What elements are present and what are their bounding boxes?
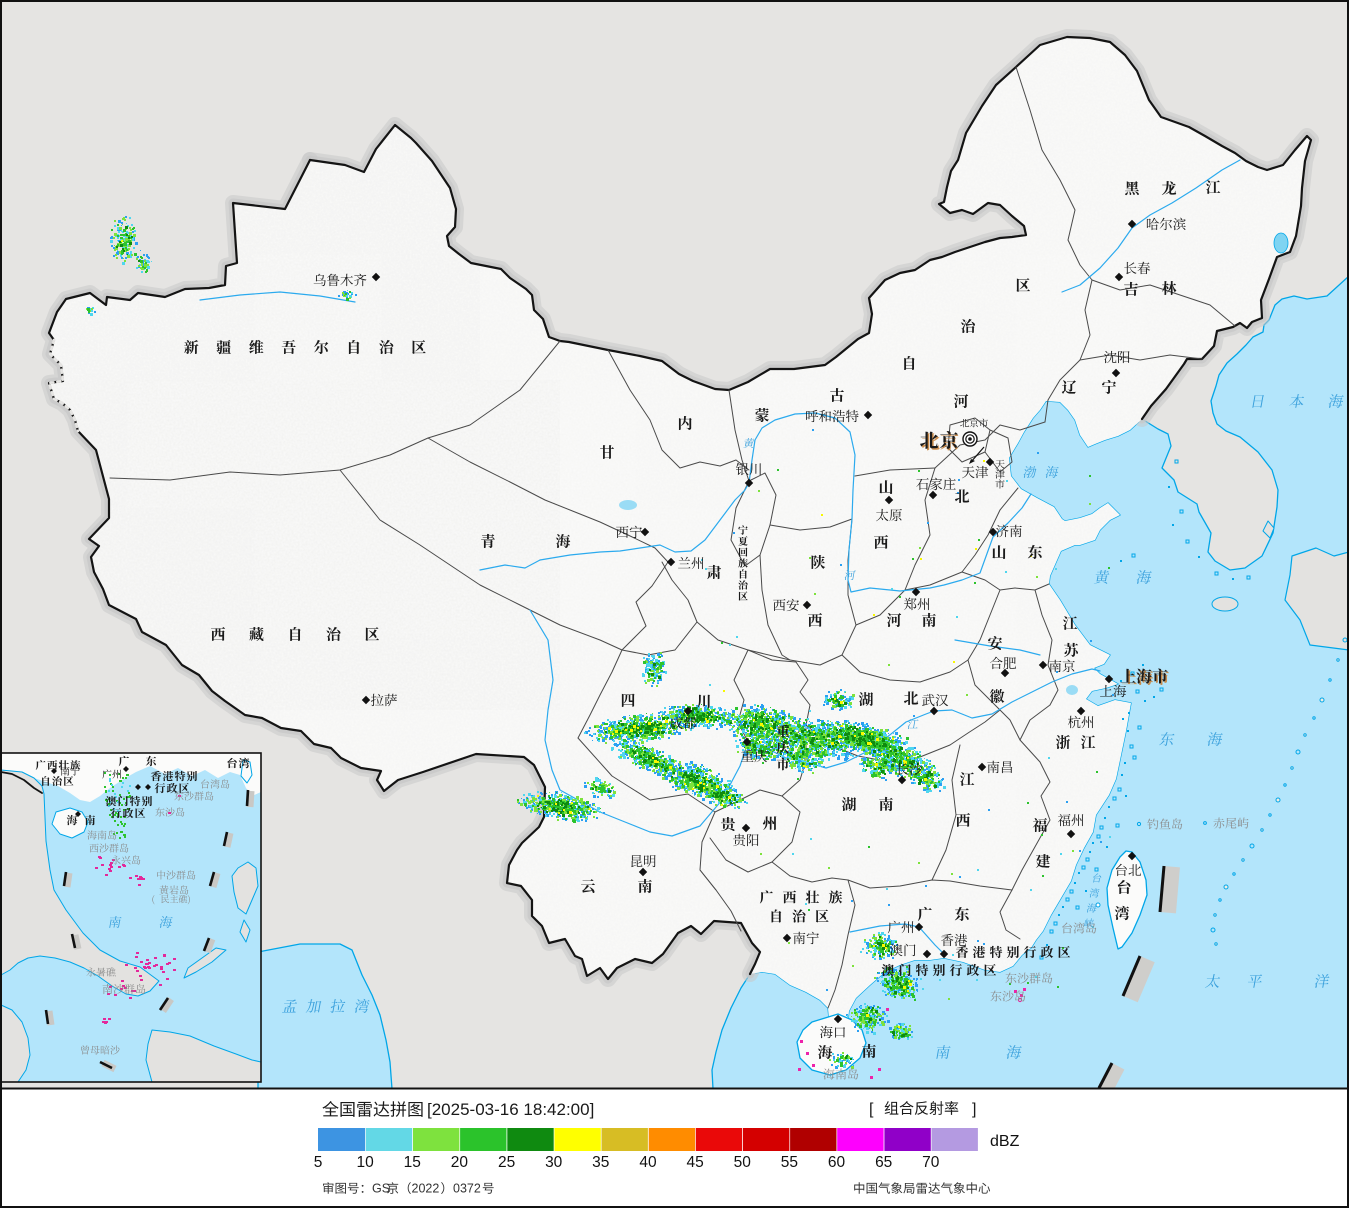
svg-text:45: 45 (686, 1154, 703, 1171)
svg-text:40: 40 (639, 1154, 657, 1171)
svg-text:2022: 2022 (412, 1182, 440, 1196)
svg-text:20: 20 (451, 1154, 469, 1171)
svg-text:35: 35 (592, 1154, 609, 1171)
svg-text:60: 60 (828, 1154, 846, 1171)
svg-text:dBZ: dBZ (990, 1133, 1020, 1150)
svg-text:[: [ (869, 1101, 874, 1118)
svg-text:55: 55 (781, 1154, 798, 1171)
svg-text:[2025-03-16 18:42:00]: [2025-03-16 18:42:00] (427, 1100, 594, 1119)
svg-text:30: 30 (545, 1154, 563, 1171)
svg-text:50: 50 (734, 1154, 752, 1171)
svg-text:70: 70 (922, 1154, 940, 1171)
svg-text:]: ] (972, 1101, 976, 1118)
svg-text:65: 65 (875, 1154, 892, 1171)
svg-text:0372: 0372 (453, 1182, 481, 1196)
svg-text:5: 5 (314, 1154, 323, 1171)
svg-text:15: 15 (404, 1154, 421, 1171)
svg-text:GS: GS (372, 1182, 390, 1196)
svg-text:25: 25 (498, 1154, 515, 1171)
svg-text:10: 10 (356, 1154, 374, 1171)
